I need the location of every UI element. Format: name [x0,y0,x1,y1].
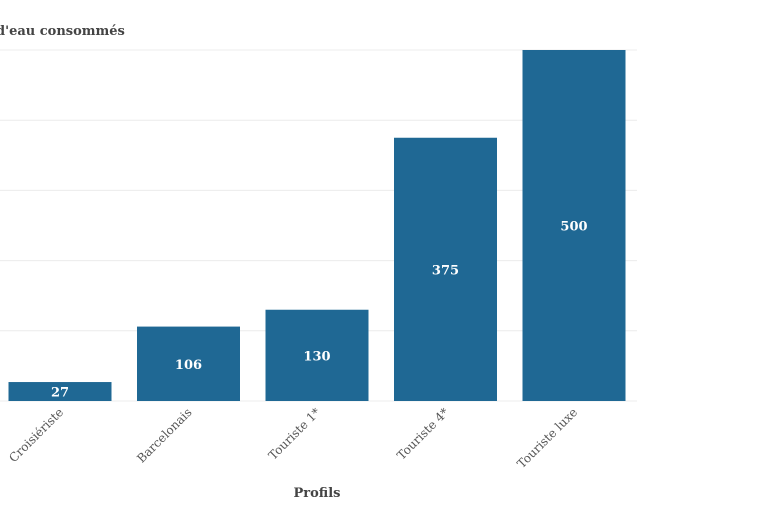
x-tick-label-3: Touriste 4* [394,405,451,462]
bar-2 [265,309,369,401]
data-label-3: 375 [432,263,459,278]
x-tick-label-1: Barcelonais [134,405,194,465]
data-label-2: 130 [303,349,330,364]
x-tick-label-2: Touriste 1* [266,405,323,462]
bar-0 [8,382,112,401]
bars [8,50,626,401]
y-axis-title: d'eau consommés [0,24,125,39]
data-label-0: 27 [51,386,69,401]
x-axis-title: Profils [293,486,340,501]
data-label-1: 106 [175,358,202,373]
bar-1 [137,326,240,401]
x-tick-label-0: Croisiériste [6,405,66,465]
bar-4 [522,50,626,401]
x-tick-label-4: Touriste luxe [514,405,580,471]
data-label-4: 500 [560,220,587,235]
bar-3 [394,137,497,401]
x-tick-labels: Croisiériste Barcelonais Touriste 1* Touris… [6,405,580,471]
data-labels: 27 106 130 375 500 [51,220,588,401]
